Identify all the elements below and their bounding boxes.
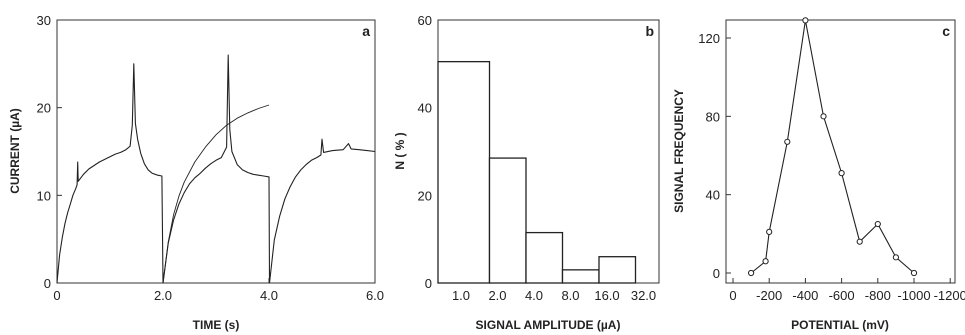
histogram-bar: [598, 256, 637, 284]
y-tick-label: 20: [37, 101, 51, 116]
panel-a-letter: a: [362, 23, 370, 39]
x-tick-label: 4.0: [260, 288, 278, 303]
y-tick-label: 10: [37, 188, 51, 203]
x-tick-label: -200: [756, 288, 782, 303]
panel-c-frame: [725, 19, 956, 284]
x-tick-label: 1.0: [452, 288, 470, 303]
y-tick-label: 0: [425, 276, 432, 291]
histogram-bar: [525, 231, 564, 284]
x-tick-label: 4.0: [525, 288, 543, 303]
frequency-line: [750, 20, 915, 274]
panel-a-xlabel: TIME (s): [193, 318, 240, 332]
x-tick-label: 0: [53, 288, 60, 303]
y-tick-label: 0: [44, 276, 51, 291]
y-tick-label: 30: [37, 13, 51, 28]
x-tick-label: -600: [829, 288, 855, 303]
y-tick-label: 60: [418, 13, 432, 28]
panel-c-line: [748, 17, 918, 277]
x-tick-label: -400: [792, 288, 818, 303]
y-tick-label: 40: [706, 188, 720, 203]
panel-b-xlabel: SIGNAL AMPLITUDE (µA): [476, 318, 621, 332]
panel-a-ylabel: CURRENT (µA): [8, 108, 22, 194]
panel-c: 0 -200 -400 -600 -800 -1000 -1200 0 40 80 120 c PO…: [672, 17, 965, 332]
x-tick-label: -800: [865, 288, 891, 303]
data-point: [762, 258, 769, 265]
data-point: [856, 238, 863, 245]
histogram-bar: [437, 60, 491, 284]
x-tick-label: 2.0: [154, 288, 172, 303]
x-tick-label: 6.0: [366, 288, 384, 303]
data-point: [766, 228, 773, 235]
x-tick-label: 0: [729, 288, 736, 303]
y-tick-label: 80: [706, 109, 720, 124]
panel-a: 0 2.0 4.0 6.0 0 10 20 30 a TIME (s) CURRENT (µA…: [8, 13, 384, 332]
panel-c-ticks: 0 -200 -400 -600 -800 -1000 -1200 0 40 80 120: [698, 31, 965, 303]
x-tick-label: 16.0: [594, 288, 619, 303]
y-tick-label: 120: [698, 31, 720, 46]
data-point: [748, 269, 755, 277]
panel-b-ylabel: N ( % ): [393, 132, 407, 169]
x-tick-label: -1200: [934, 288, 965, 303]
x-tick-label: 8.0: [561, 288, 579, 303]
data-point: [784, 138, 791, 145]
data-point: [910, 269, 918, 277]
data-point: [874, 220, 881, 228]
histogram-bar: [488, 157, 527, 284]
x-tick-label: 32.0: [631, 288, 656, 303]
panel-a-lines: [56, 54, 376, 284]
panel-b-bars: [437, 60, 637, 284]
y-tick-label: 0: [713, 266, 720, 281]
panel-b-letter: b: [645, 23, 654, 39]
data-point: [838, 170, 845, 177]
y-tick-label: 20: [418, 188, 432, 203]
data-point: [802, 17, 809, 24]
data-point: [820, 113, 827, 120]
current-trace: [56, 54, 376, 284]
panel-c-ylabel: SIGNAL FREQUENCY: [672, 89, 686, 213]
data-point: [892, 254, 900, 261]
panel-a-ticks: 0 2.0 4.0 6.0 0 10 20 30: [37, 13, 385, 303]
panel-b: 0 20 40 60 1.0 2.0 4.0 8.0 16.0 32.0 b SIGNAL AMP…: [393, 13, 660, 332]
histogram-bar: [561, 269, 600, 284]
fit-curve: [162, 104, 270, 284]
panel-c-xlabel: POTENTIAL (mV): [791, 318, 889, 332]
x-tick-label: 2.0: [488, 288, 506, 303]
x-tick-label: -1000: [897, 288, 930, 303]
y-tick-label: 40: [418, 101, 432, 116]
panel-c-letter: c: [942, 23, 950, 39]
